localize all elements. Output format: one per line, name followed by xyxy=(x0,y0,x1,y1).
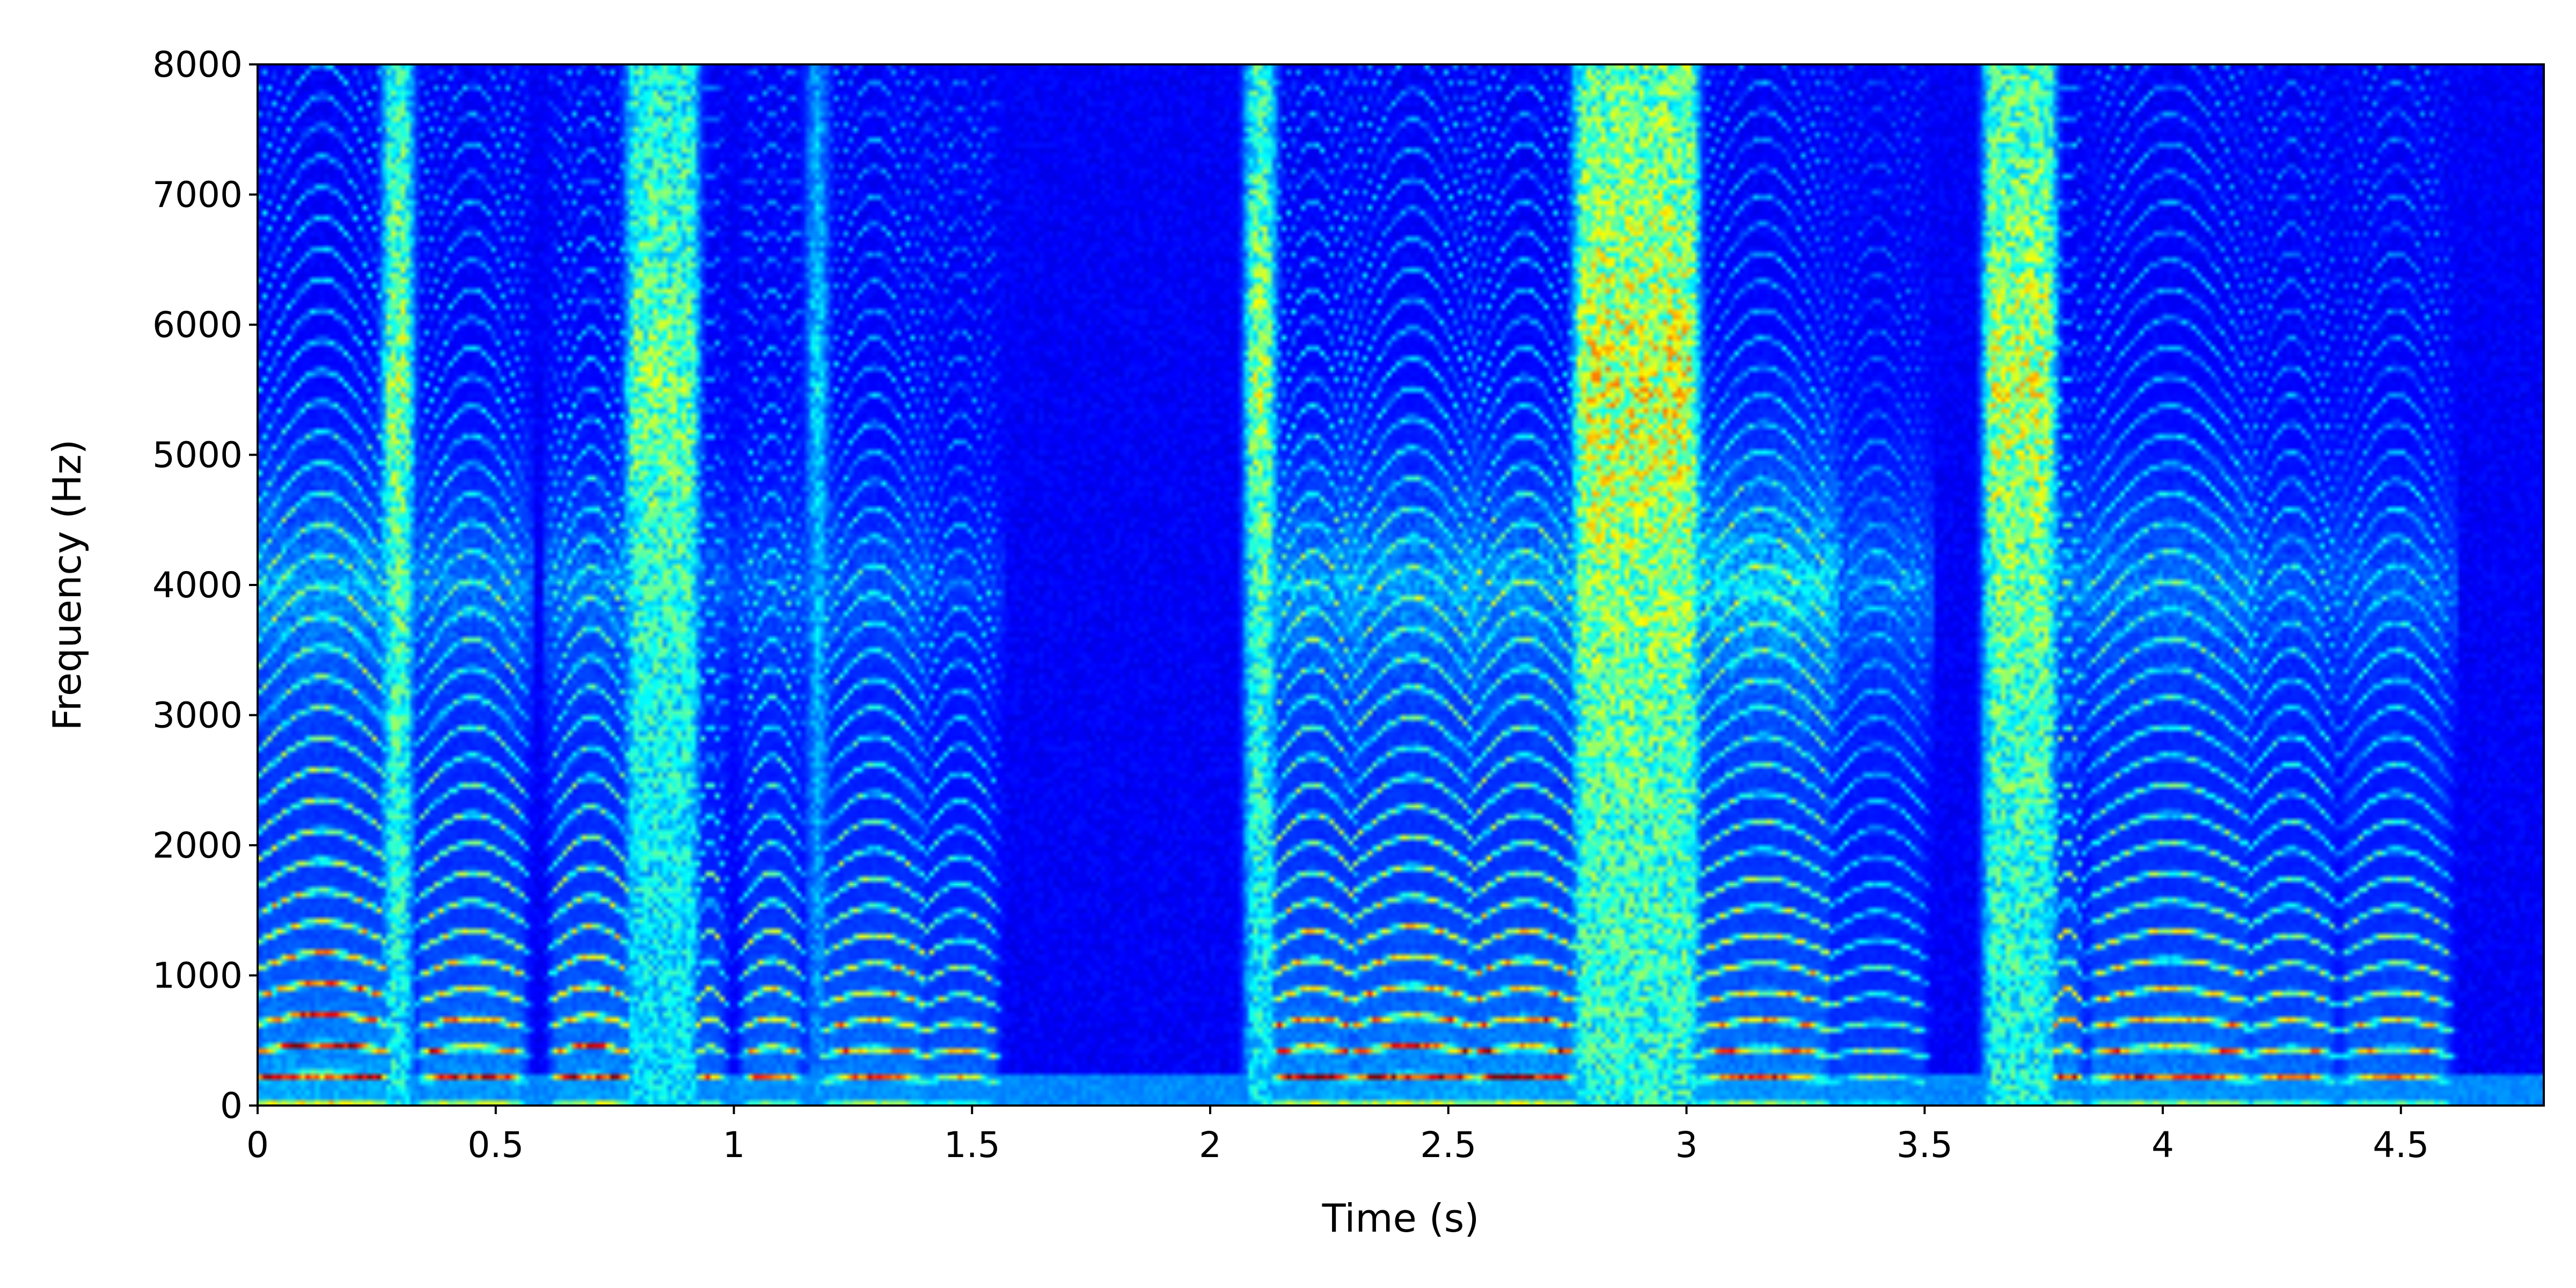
x-tick-label: 3 xyxy=(1675,1124,1698,1166)
x-axis-label: Time (s) xyxy=(1322,1196,1480,1241)
y-tick-label: 4000 xyxy=(152,565,243,606)
y-tick-label: 1000 xyxy=(152,955,243,997)
y-axis-ticks: 0 1000 2000 3000 4000 5000 6000 7000 8000 xyxy=(152,44,258,1126)
y-tick-label: 2000 xyxy=(152,825,243,866)
y-tick-label: 0 xyxy=(220,1085,243,1126)
x-tick-label: 2 xyxy=(1199,1124,1221,1166)
x-tick-label: 2.5 xyxy=(1420,1124,1476,1166)
y-tick-label: 3000 xyxy=(152,695,243,736)
y-tick-label: 8000 xyxy=(152,44,243,85)
x-tick-label: 3.5 xyxy=(1897,1124,1953,1166)
y-tick-label: 7000 xyxy=(152,174,243,216)
x-tick-label: 0.5 xyxy=(467,1124,524,1166)
x-tick-label: 1 xyxy=(723,1124,745,1166)
x-axis-ticks: 0 0.5 1 1.5 2 2.5 3 3.5 4 4.5 xyxy=(246,1106,2429,1166)
y-tick-label: 6000 xyxy=(152,304,243,346)
x-tick-label: 4.5 xyxy=(2373,1124,2429,1166)
y-axis-label: Frequency (Hz) xyxy=(45,440,90,731)
x-tick-label: 4 xyxy=(2151,1124,2174,1166)
x-tick-label: 1.5 xyxy=(944,1124,1000,1166)
spectrogram-image xyxy=(258,64,2544,1106)
spectrogram-heatmap xyxy=(258,64,2544,1106)
x-tick-label: 0 xyxy=(246,1124,269,1166)
y-tick-label: 5000 xyxy=(152,435,243,476)
